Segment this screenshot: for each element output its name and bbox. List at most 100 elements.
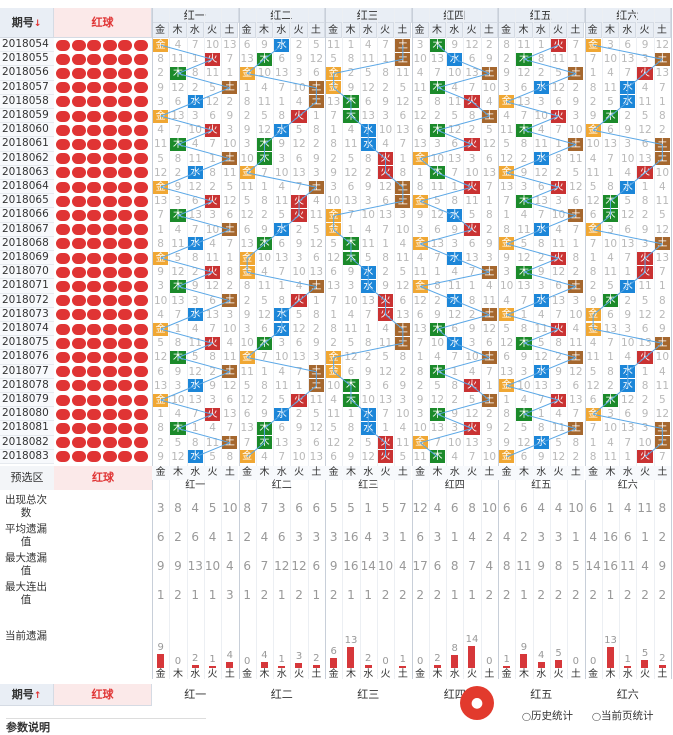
preselect-element-button[interactable]: 水 bbox=[619, 466, 637, 480]
preselect-element-button[interactable]: 火 bbox=[549, 466, 568, 480]
preselect-element-button[interactable]: 金 bbox=[584, 466, 602, 480]
red-ball bbox=[71, 82, 86, 94]
miss-count: 10 bbox=[430, 152, 445, 165]
miss-count: 2 bbox=[261, 394, 268, 406]
preselect-element-button[interactable]: 木 bbox=[255, 466, 274, 480]
preselect-element-button[interactable]: 木 bbox=[428, 466, 447, 480]
red-ball bbox=[118, 153, 133, 165]
current-element-label: 木 bbox=[172, 669, 183, 680]
stat-value: 10 bbox=[204, 559, 221, 573]
miss-count: 2 bbox=[243, 294, 251, 307]
hit-marker: 土 bbox=[568, 350, 584, 365]
miss-count: 8 bbox=[191, 436, 199, 449]
miss-count: 12 bbox=[655, 39, 670, 51]
preselect-element-button[interactable]: 火 bbox=[463, 466, 481, 480]
preselect-element-button[interactable]: 土 bbox=[394, 466, 412, 480]
red-ball bbox=[71, 138, 86, 150]
miss-count: 2 bbox=[312, 323, 320, 335]
current-miss-value: 5 bbox=[641, 648, 649, 659]
preselect-element-button[interactable]: 水 bbox=[186, 466, 204, 480]
footer-red-label: 红球 bbox=[54, 684, 152, 706]
radio-icon[interactable]: ◯ bbox=[522, 712, 531, 721]
hit-marker: 水 bbox=[620, 379, 636, 393]
miss-count: 3 bbox=[347, 280, 355, 293]
preselect-element-button[interactable]: 木 bbox=[342, 466, 360, 480]
hit-marker: 水 bbox=[533, 294, 549, 308]
preselect-element-button[interactable]: 木 bbox=[601, 466, 620, 480]
history-stats-link[interactable]: ◯历史统计 bbox=[522, 708, 586, 722]
preselect-element-button[interactable]: 水 bbox=[446, 466, 464, 480]
miss-count: 4 bbox=[157, 308, 164, 321]
hit-marker: 金 bbox=[585, 407, 601, 421]
element-header: 木 bbox=[428, 23, 447, 38]
miss-count: 9 bbox=[174, 365, 182, 378]
miss-count: 11 bbox=[551, 422, 566, 435]
miss-count: 11 bbox=[603, 266, 618, 279]
miss-count: 6 bbox=[278, 53, 286, 66]
red-ball bbox=[56, 366, 70, 378]
red-ball bbox=[102, 110, 117, 122]
hit-marker: 金 bbox=[239, 450, 255, 464]
current-miss-bar bbox=[520, 653, 528, 668]
hit-marker: 土 bbox=[308, 81, 324, 95]
grid-line bbox=[221, 8, 223, 679]
sort-down-icon[interactable]: ↓ bbox=[33, 19, 42, 29]
preselect-element-button[interactable]: 金 bbox=[498, 466, 516, 480]
preselect-element-button[interactable]: 土 bbox=[307, 466, 325, 480]
hit-marker: 木 bbox=[256, 237, 273, 251]
miss-count: 3 bbox=[209, 209, 216, 222]
hit-marker: 水 bbox=[360, 265, 376, 279]
preselect-element-button[interactable]: 火 bbox=[636, 466, 654, 480]
preselect-element-button[interactable]: 火 bbox=[376, 466, 395, 480]
miss-count: 11 bbox=[586, 351, 600, 364]
current-miss-bar bbox=[554, 660, 562, 668]
preselect-element-button[interactable]: 土 bbox=[653, 466, 671, 480]
red-ball bbox=[87, 82, 102, 94]
header-period-cell[interactable]: 期号↓ bbox=[0, 8, 54, 38]
preselect-element-button[interactable]: 水 bbox=[532, 466, 550, 480]
radio-icon[interactable]: ◯ bbox=[592, 712, 601, 721]
miss-count: 9 bbox=[243, 124, 251, 137]
hit-marker: 木 bbox=[343, 379, 359, 393]
miss-count: 13 bbox=[171, 294, 185, 307]
miss-count: 10 bbox=[603, 53, 618, 66]
preselect-element-button[interactable]: 金 bbox=[238, 466, 256, 480]
miss-count: 1 bbox=[382, 422, 389, 435]
sort-up-icon[interactable]: ↑ bbox=[33, 691, 42, 701]
footer-period-cell[interactable]: 期号↑ bbox=[0, 684, 54, 706]
hit-marker: 木 bbox=[602, 109, 619, 123]
miss-count: 5 bbox=[174, 436, 182, 449]
preselect-element-button[interactable]: 金 bbox=[411, 466, 429, 480]
preselect-element-button[interactable]: 火 bbox=[203, 466, 222, 480]
preselect-element-button[interactable]: 土 bbox=[567, 466, 585, 480]
stat-value: 3 bbox=[381, 530, 390, 544]
preselect-element-button[interactable]: 金 bbox=[152, 466, 170, 480]
preselect-element-button[interactable]: 木 bbox=[169, 466, 187, 480]
miss-count: 3 bbox=[607, 408, 614, 421]
preselect-element-button[interactable]: 水 bbox=[359, 466, 377, 480]
hit-marker: 水 bbox=[360, 421, 376, 436]
red-ball bbox=[56, 323, 70, 335]
preselect-element-button[interactable]: 土 bbox=[221, 466, 239, 480]
miss-count: 6 bbox=[416, 124, 424, 137]
red-ball bbox=[102, 337, 117, 349]
current-page-stats-link[interactable]: ◯当前页统计 bbox=[592, 708, 672, 722]
red-ball bbox=[102, 351, 117, 363]
miss-count: 3 bbox=[295, 67, 303, 80]
stat-value: 9 bbox=[329, 559, 338, 573]
hit-marker: 金 bbox=[585, 322, 601, 336]
miss-count: 1 bbox=[451, 365, 459, 378]
miss-count: 8 bbox=[641, 379, 649, 392]
current-miss-value: 3 bbox=[295, 651, 303, 663]
miss-count: 11 bbox=[240, 365, 254, 378]
preselect-element-button[interactable]: 水 bbox=[273, 466, 291, 480]
preselect-element-button[interactable]: 土 bbox=[480, 466, 498, 480]
current-miss-bar bbox=[503, 666, 510, 668]
period-row-label: 2018061 bbox=[0, 137, 54, 152]
preselect-element-button[interactable]: 木 bbox=[515, 466, 533, 480]
preselect-element-button[interactable]: 火 bbox=[290, 466, 308, 480]
hit-marker: 木 bbox=[516, 336, 532, 350]
preselect-element-button[interactable]: 金 bbox=[325, 466, 343, 480]
miss-count: 10 bbox=[655, 351, 670, 364]
current-element-label: 土 bbox=[657, 669, 668, 680]
